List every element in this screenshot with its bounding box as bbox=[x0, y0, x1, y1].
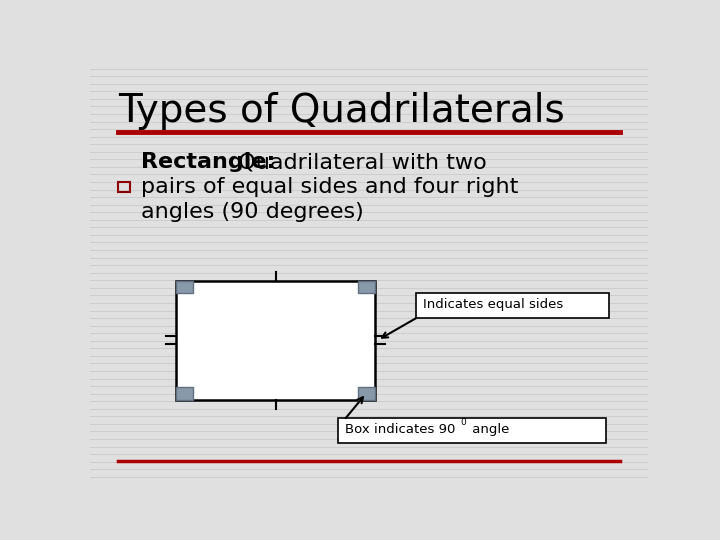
Bar bbox=[176, 387, 193, 400]
Text: 0: 0 bbox=[460, 418, 466, 427]
Text: Box indicates 90: Box indicates 90 bbox=[345, 423, 455, 436]
Bar bbox=[118, 183, 130, 192]
Bar bbox=[176, 281, 193, 294]
Bar bbox=[416, 293, 609, 319]
Text: angle: angle bbox=[468, 423, 510, 436]
Bar bbox=[358, 387, 374, 400]
Text: Indicates equal sides: Indicates equal sides bbox=[423, 298, 563, 311]
Text: pairs of equal sides and four right: pairs of equal sides and four right bbox=[141, 177, 518, 197]
Bar bbox=[176, 281, 374, 400]
Text: Rectangle:: Rectangle: bbox=[141, 152, 276, 172]
Bar bbox=[358, 281, 374, 294]
Text: Types of Quadrilaterals: Types of Quadrilaterals bbox=[118, 92, 564, 130]
Text: angles (90 degrees): angles (90 degrees) bbox=[141, 202, 364, 222]
Text: Quadrilateral with two: Quadrilateral with two bbox=[224, 152, 487, 172]
Bar bbox=[338, 418, 606, 443]
